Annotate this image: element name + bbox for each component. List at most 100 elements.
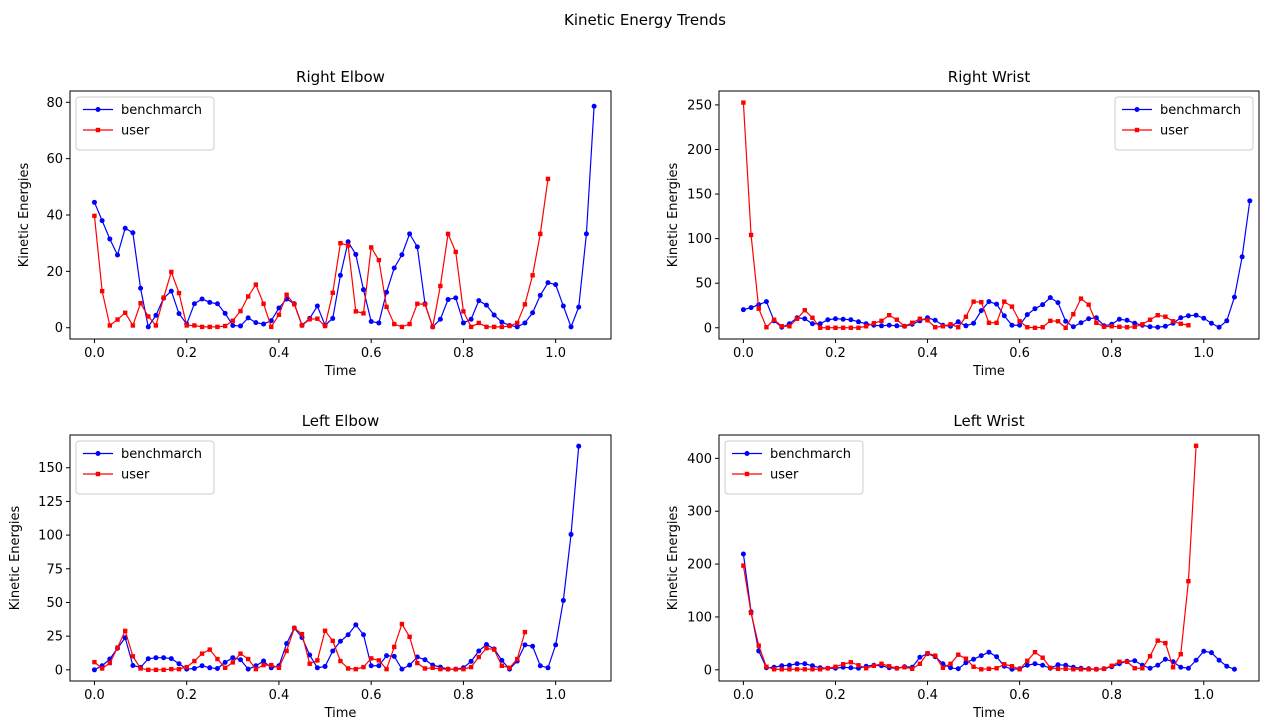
data-point-user bbox=[353, 666, 358, 672]
data-point-user bbox=[917, 316, 923, 321]
legend-label-user: user bbox=[1160, 124, 1189, 139]
data-point-user bbox=[507, 323, 512, 329]
data-point-user bbox=[138, 301, 143, 306]
data-point-user bbox=[802, 308, 807, 313]
data-point-user bbox=[515, 656, 520, 662]
data-point-benchmarch bbox=[1024, 662, 1030, 668]
data-point-user bbox=[948, 661, 953, 666]
data-point-benchmarch bbox=[207, 665, 213, 671]
data-point-user bbox=[863, 324, 869, 329]
data-point-user bbox=[963, 314, 969, 319]
data-point-benchmarch bbox=[230, 322, 236, 328]
data-point-user bbox=[522, 302, 528, 307]
data-point-user bbox=[322, 628, 328, 633]
data-point-user bbox=[415, 301, 420, 306]
right-wrist-xlabel: Time bbox=[972, 364, 1005, 379]
data-point-benchmarch bbox=[115, 252, 121, 258]
left-elbow-legend: benchmarch user bbox=[75, 440, 215, 495]
data-point-benchmarch bbox=[399, 252, 405, 258]
data-point-user bbox=[184, 664, 189, 670]
data-point-benchmarch bbox=[1231, 666, 1237, 672]
data-point-user bbox=[461, 666, 466, 672]
data-point-user bbox=[307, 661, 312, 666]
data-point-benchmarch bbox=[384, 653, 390, 659]
x-tick-label: 1.0 bbox=[545, 688, 566, 703]
data-point-user bbox=[825, 325, 830, 330]
data-point-user bbox=[361, 311, 366, 316]
data-point-benchmarch bbox=[1078, 320, 1084, 326]
data-point-user bbox=[1032, 325, 1038, 330]
x-tick-label: 0.0 bbox=[84, 688, 105, 703]
data-point-user bbox=[1078, 667, 1084, 672]
data-point-benchmarch bbox=[199, 663, 205, 669]
left-wrist-legend: benchmarch user bbox=[724, 440, 864, 495]
data-point-benchmarch bbox=[1193, 312, 1199, 318]
data-point-user bbox=[1101, 666, 1107, 671]
data-point-benchmarch bbox=[553, 642, 559, 648]
data-point-user bbox=[468, 324, 474, 330]
data-point-user bbox=[925, 318, 930, 323]
data-point-user bbox=[1124, 659, 1130, 664]
data-point-user bbox=[522, 629, 528, 635]
data-point-benchmarch bbox=[391, 265, 397, 271]
data-point-user bbox=[863, 666, 869, 671]
data-point-benchmarch bbox=[786, 662, 792, 668]
y-tick-label: 50 bbox=[46, 596, 63, 611]
data-point-benchmarch bbox=[1193, 657, 1199, 663]
data-point-benchmarch bbox=[1239, 254, 1245, 260]
data-point-benchmarch bbox=[191, 301, 197, 307]
data-point-user bbox=[530, 273, 535, 278]
data-point-user bbox=[276, 312, 282, 317]
data-point-benchmarch bbox=[1147, 665, 1153, 671]
data-point-user bbox=[779, 667, 784, 672]
data-point-benchmarch bbox=[222, 659, 228, 665]
data-point-user bbox=[207, 647, 212, 652]
series-line-benchmarch bbox=[743, 200, 1251, 328]
data-point-benchmarch bbox=[530, 643, 536, 649]
data-point-benchmarch bbox=[1032, 661, 1038, 667]
data-point-benchmarch bbox=[376, 320, 382, 326]
data-point-benchmarch bbox=[360, 632, 366, 638]
data-point-benchmarch bbox=[971, 320, 977, 326]
data-point-user bbox=[399, 621, 405, 627]
data-point-user bbox=[215, 656, 220, 662]
data-point-benchmarch bbox=[1201, 315, 1207, 321]
data-point-user bbox=[1048, 318, 1053, 324]
data-point-benchmarch bbox=[879, 323, 885, 329]
data-point-benchmarch bbox=[499, 657, 505, 663]
left-elbow-xlabel: Time bbox=[324, 706, 357, 721]
data-point-benchmarch bbox=[855, 319, 861, 325]
data-point-user bbox=[307, 317, 312, 322]
data-point-user bbox=[1071, 312, 1076, 317]
x-tick-label: 0.0 bbox=[84, 346, 105, 361]
y-tick-label: 60 bbox=[46, 152, 63, 167]
data-point-user bbox=[99, 288, 105, 294]
data-point-user bbox=[407, 634, 412, 640]
y-tick-label: 25 bbox=[46, 630, 63, 645]
data-point-user bbox=[1101, 324, 1107, 329]
data-point-benchmarch bbox=[1155, 662, 1161, 668]
data-point-user bbox=[802, 667, 807, 672]
y-tick-label: 200 bbox=[687, 143, 712, 158]
data-point-benchmarch bbox=[1185, 313, 1191, 319]
data-point-benchmarch bbox=[948, 665, 954, 671]
data-point-user bbox=[430, 324, 435, 330]
data-point-benchmarch bbox=[1147, 324, 1153, 330]
data-point-user bbox=[902, 665, 907, 670]
data-point-user bbox=[461, 309, 466, 314]
data-point-benchmarch bbox=[560, 303, 566, 309]
data-point-benchmarch bbox=[1017, 322, 1023, 328]
data-point-benchmarch bbox=[453, 295, 459, 301]
y-tick-label: 150 bbox=[687, 188, 712, 203]
data-point-user bbox=[161, 295, 166, 300]
data-point-user bbox=[422, 666, 428, 671]
series-line-user bbox=[93, 178, 549, 330]
data-point-benchmarch bbox=[168, 656, 174, 662]
data-point-benchmarch bbox=[809, 321, 815, 327]
data-point-user bbox=[1178, 652, 1183, 657]
data-point-user bbox=[392, 644, 397, 650]
data-point-user bbox=[933, 325, 938, 330]
data-point-user bbox=[871, 663, 877, 668]
y-tick-label: 40 bbox=[46, 209, 63, 224]
